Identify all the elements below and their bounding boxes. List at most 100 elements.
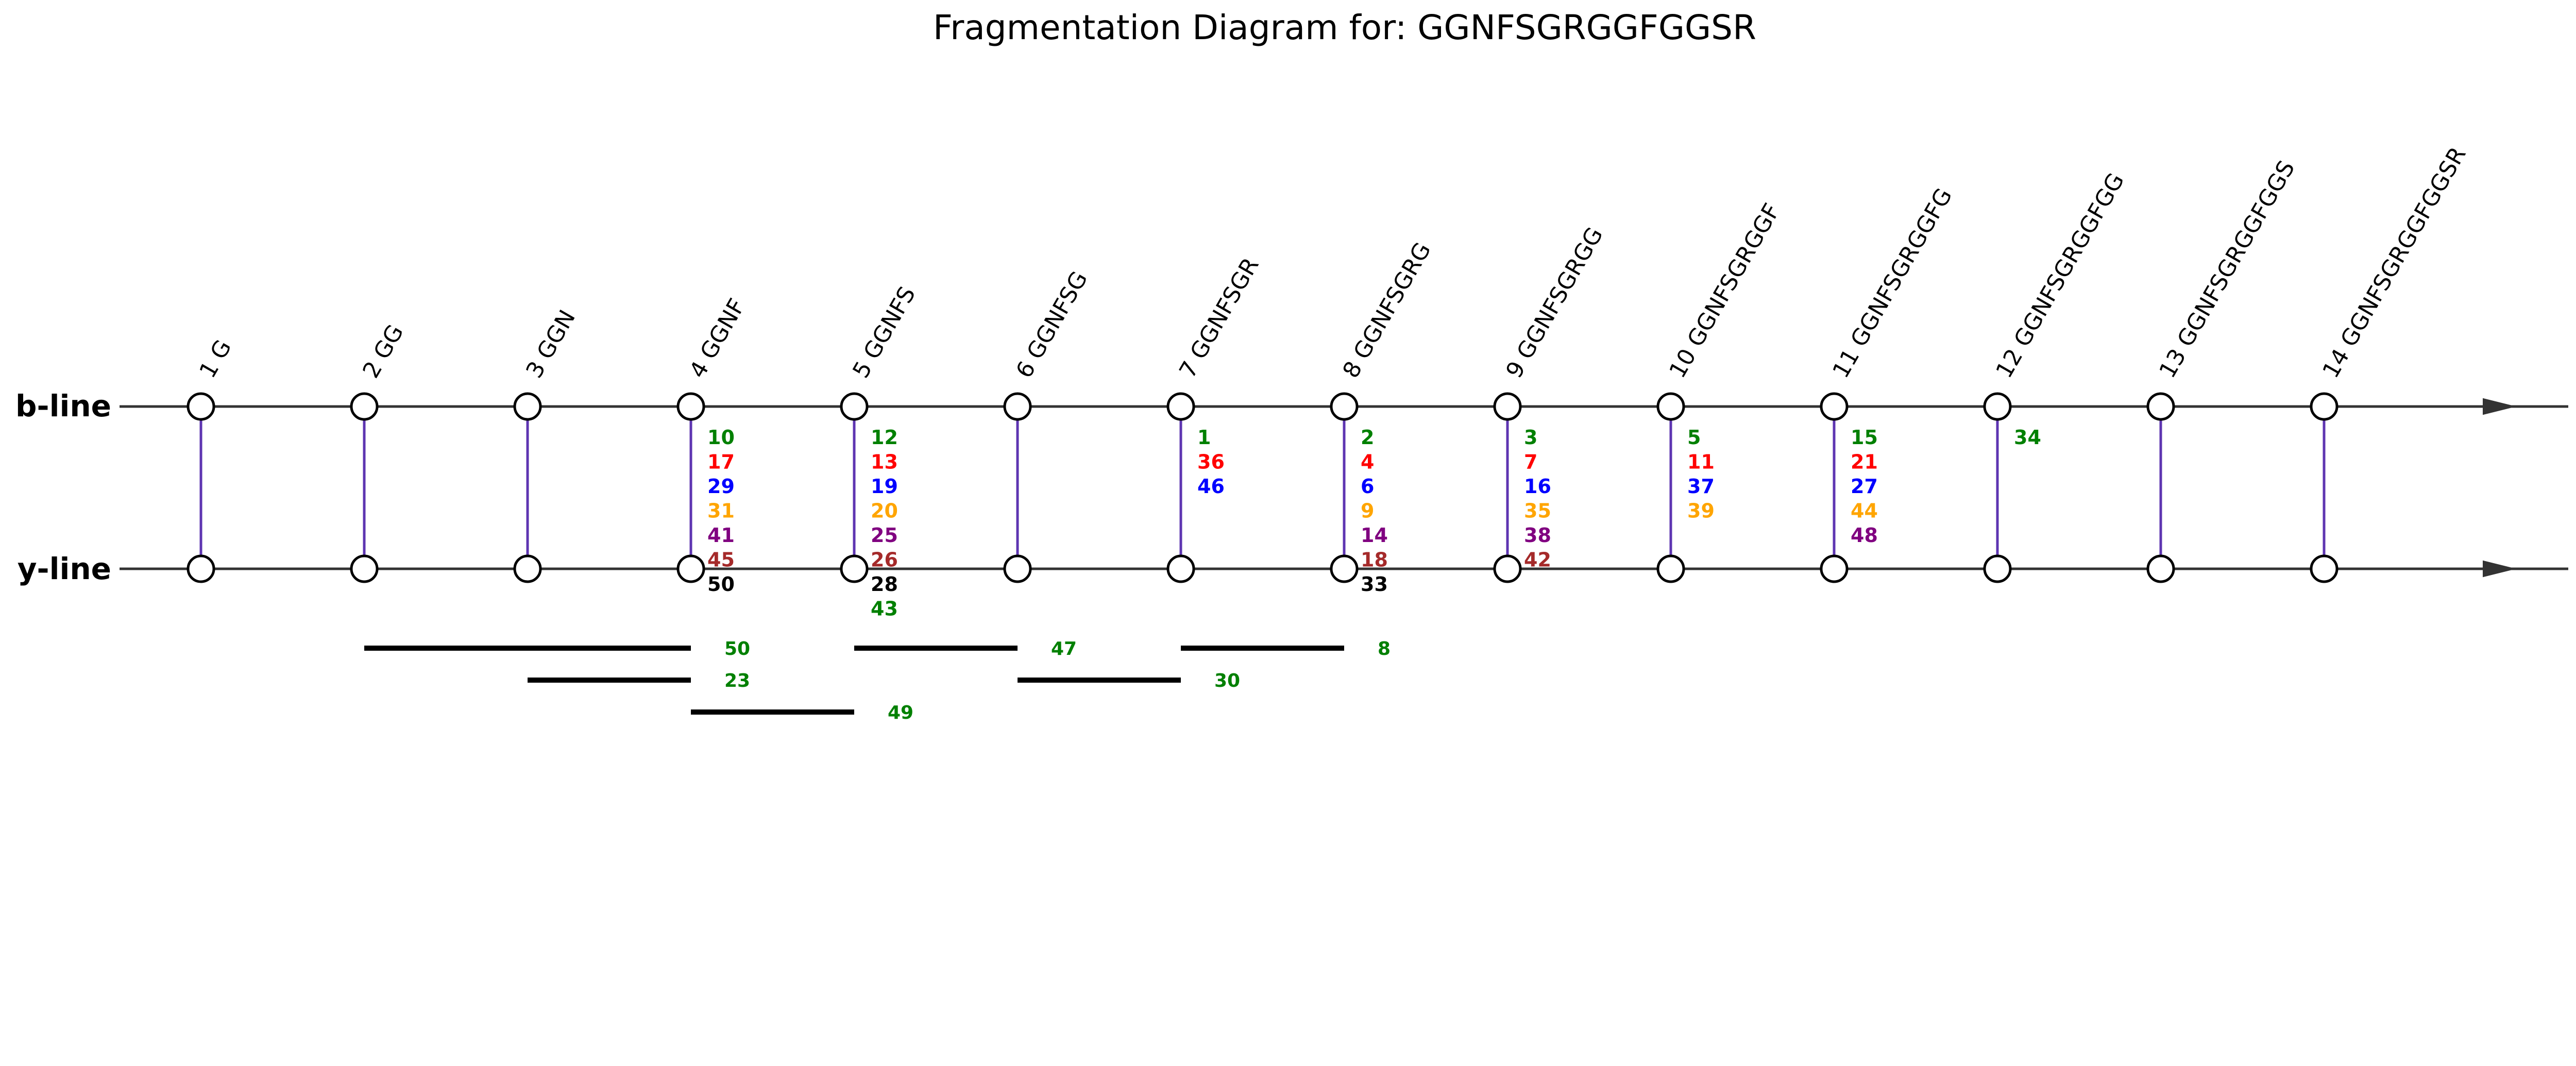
ion-number: 31 [707,500,735,522]
y-ion-node [840,554,869,583]
ion-number: 14 [1361,524,1388,547]
node-group [187,392,2338,583]
ion-number: 25 [871,524,898,547]
ion-number: 37 [1687,475,1715,498]
ion-number: 7 [1524,451,1537,473]
diagram-title: Fragmentation Diagram for: GGNFSGRGGFGGS… [933,8,1756,47]
fragment-label: 7 GGNFSGR [1174,253,1264,383]
ion-number: 39 [1687,500,1715,522]
b-ion-node [1820,392,1849,421]
fragment-label-group: 1 G 2 GG 3 GGN 4 GGNF 5 GGNFS 6 GGNFSG 7 GGNFS… [194,143,2471,383]
ion-number: 34 [2014,426,2041,449]
b-ion-node [840,392,869,421]
internal-fragment-label: 49 [888,702,913,723]
fragment-label: 14 GGNFSGRGGFGGSR [2317,143,2471,383]
ion-number: 46 [1197,475,1225,498]
fragment-label: 10 GGNFSGRGGF [1664,199,1785,382]
fragment-label: 1 G [194,335,236,382]
fragment-label: 13 GGNFSGRGGFGGS [2154,156,2300,382]
y-line-arrow-icon [2406,560,2515,578]
b-ion-node [1166,392,1195,421]
b-ion-node [1330,392,1359,421]
internal-fragment-label: 50 [724,638,750,659]
ion-number: 43 [871,598,898,620]
b-ion-node [2146,392,2175,421]
ion-number: 50 [707,573,735,596]
ion-number: 2 [1361,426,1374,449]
ion-number: 36 [1197,451,1225,473]
fragment-label: 4 GGNF [684,294,750,382]
ion-number: 18 [1361,549,1388,571]
y-ion-node [187,554,215,583]
ion-number: 17 [707,451,735,473]
ion-number: 19 [871,475,898,498]
connector-group [199,407,2326,569]
y-ion-node [1983,554,2012,583]
ion-number: 15 [1851,426,1878,449]
b-line-arrow-icon [2406,398,2515,415]
ion-number: 44 [1851,500,1878,522]
b-ion-node [350,392,379,421]
ion-number: 27 [1851,475,1878,498]
internal-fragment-label: 23 [724,670,750,691]
b-line-label: b-line [15,388,111,424]
b-ion-node [1656,392,1685,421]
ion-number: 33 [1361,573,1388,596]
b-ion-node [513,392,542,421]
b-ion-node [676,392,705,421]
b-ion-node [1493,392,1522,421]
ion-number: 26 [871,549,898,571]
ion-number: 1 [1197,426,1211,449]
ion-number: 5 [1687,426,1701,449]
y-ion-node [2146,554,2175,583]
y-ion-node [1166,554,1195,583]
fragment-label: 5 GGNFS [848,282,921,383]
fragment-label: 3 GGN [521,306,581,382]
ion-number: 11 [1687,451,1715,473]
ion-number: 29 [707,475,735,498]
y-ion-node [350,554,379,583]
fragment-label: 8 GGNFSGRG [1337,238,1436,382]
y-ion-node [1330,554,1359,583]
ion-number: 16 [1524,475,1551,498]
b-ion-node [1983,392,2012,421]
ion-number: 6 [1361,475,1374,498]
ion-number: 42 [1524,549,1551,571]
b-ion-node [2310,392,2338,421]
y-line-label: y-line [18,551,111,586]
fragment-label: 12 GGNFSGRGGFGG [1991,168,2129,382]
internal-fragment-label: 8 [1378,638,1391,659]
fragment-label: 9 GGNFSGRGG [1501,223,1608,383]
ion-number: 10 [707,426,735,449]
ion-number: 12 [871,426,898,449]
fragment-label: 2 GG [358,320,409,383]
ion-number: 35 [1524,500,1551,522]
fragment-label: 11 GGNFSGRGGFG [1827,184,1957,383]
ion-number: 28 [871,573,898,596]
ion-number-group: 1017293141455012131920252628431364624691… [707,426,2041,620]
y-ion-node [1656,554,1685,583]
ion-number: 38 [1524,524,1551,547]
fragment-label: 6 GGNFSG [1011,267,1093,382]
ion-number: 4 [1361,451,1374,473]
y-ion-node [1493,554,1522,583]
ion-number: 9 [1361,500,1374,522]
internal-fragment-label: 30 [1214,670,1240,691]
y-ion-node [1003,554,1032,583]
ion-number: 45 [707,549,735,571]
ion-number: 13 [871,451,898,473]
ion-number: 48 [1851,524,1878,547]
internal-fragment-group: 50 47 8 23 30 49 [364,638,1391,723]
b-ion-node [187,392,215,421]
ion-number: 21 [1851,451,1878,473]
ion-number: 3 [1524,426,1537,449]
y-ion-node [1820,554,1849,583]
internal-fragment-label: 47 [1051,638,1077,659]
y-ion-node [676,554,705,583]
ion-number: 20 [871,500,898,522]
ion-number: 41 [707,524,735,547]
y-ion-node [2310,554,2338,583]
y-ion-node [513,554,542,583]
b-ion-node [1003,392,1032,421]
